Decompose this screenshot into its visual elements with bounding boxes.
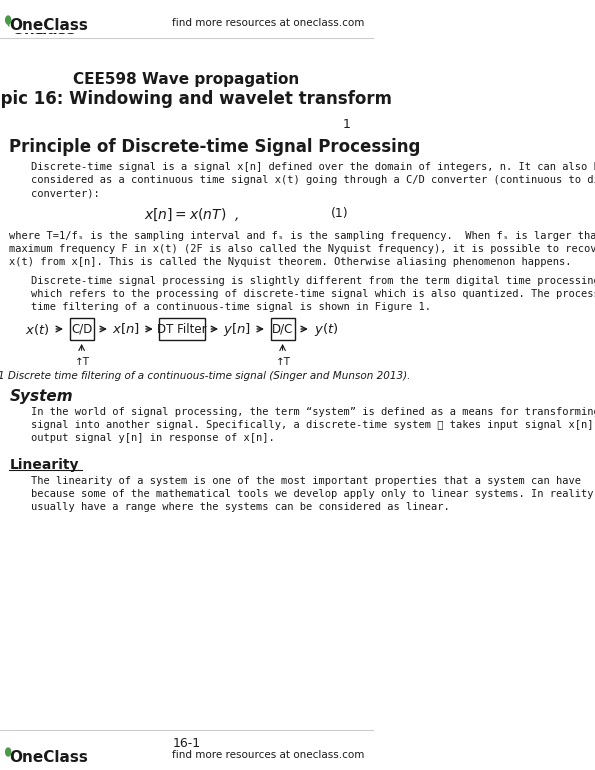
Text: Figure 1 Discrete time filtering of a continuous-time signal (Singer and Munson : Figure 1 Discrete time filtering of a co… bbox=[0, 371, 411, 381]
Text: In the world of signal processing, the term “system” is defined as a means for t: In the world of signal processing, the t… bbox=[32, 407, 595, 417]
Text: The linearity of a system is one of the most important properties that a system : The linearity of a system is one of the … bbox=[32, 476, 581, 486]
FancyBboxPatch shape bbox=[159, 318, 205, 340]
Text: because some of the mathematical tools we develop apply only to linear systems. : because some of the mathematical tools w… bbox=[32, 489, 595, 499]
Text: Discrete-time signal processing is slightly different from the term digital time: Discrete-time signal processing is sligh… bbox=[32, 276, 595, 286]
Text: $x[n] = x(nT)$  ,: $x[n] = x(nT)$ , bbox=[145, 207, 239, 223]
Text: where T=1/fₛ is the sampling interval and fₛ is the sampling frequency.  When fₛ: where T=1/fₛ is the sampling interval an… bbox=[10, 231, 595, 241]
Text: 1: 1 bbox=[343, 118, 350, 131]
Text: considered as a continuous time signal x(t) going through a C/D converter (conti: considered as a continuous time signal x… bbox=[32, 175, 595, 185]
Text: Linearity: Linearity bbox=[10, 458, 79, 472]
Text: Principle of Discrete-time Signal Processing: Principle of Discrete-time Signal Proces… bbox=[10, 138, 421, 156]
Text: usually have a range where the systems can be considered as linear.: usually have a range where the systems c… bbox=[32, 502, 450, 512]
FancyBboxPatch shape bbox=[70, 318, 93, 340]
Circle shape bbox=[5, 748, 11, 756]
Text: find more resources at oneclass.com: find more resources at oneclass.com bbox=[172, 18, 364, 28]
Text: output signal y[n] in response of x[n].: output signal y[n] in response of x[n]. bbox=[32, 433, 275, 443]
Text: signal into another signal. Specifically, a discrete-time system ℋ takes input s: signal into another signal. Specifically… bbox=[32, 420, 595, 430]
Circle shape bbox=[5, 16, 11, 24]
Text: Topic 16: Windowing and wavelet transform: Topic 16: Windowing and wavelet transfor… bbox=[0, 90, 393, 108]
Text: C/D: C/D bbox=[71, 323, 92, 336]
Text: System: System bbox=[10, 389, 73, 404]
Text: Class: Class bbox=[31, 22, 76, 37]
Text: OneClass: OneClass bbox=[10, 750, 88, 765]
Text: OneClass: OneClass bbox=[10, 18, 88, 33]
Text: maximum frequency F in x(t) (2F is also called the Nyquist frequency), it is pos: maximum frequency F in x(t) (2F is also … bbox=[10, 244, 595, 254]
Text: find more resources at oneclass.com: find more resources at oneclass.com bbox=[172, 750, 364, 760]
Text: (1): (1) bbox=[331, 207, 349, 220]
Text: x(t) from x[n]. This is called the Nyquist theorem. Otherwise aliasing phenomeno: x(t) from x[n]. This is called the Nyqui… bbox=[10, 257, 572, 267]
Text: 16-1: 16-1 bbox=[173, 737, 201, 750]
Text: One: One bbox=[11, 22, 46, 37]
Text: converter):: converter): bbox=[32, 188, 100, 198]
Text: $y[n]$: $y[n]$ bbox=[224, 320, 251, 337]
Text: time filtering of a continuous-time signal is shown in Figure 1.: time filtering of a continuous-time sign… bbox=[32, 302, 431, 312]
Text: which refers to the processing of discrete-time signal which is also quantized. : which refers to the processing of discre… bbox=[32, 289, 595, 299]
Text: DT Filter: DT Filter bbox=[157, 323, 207, 336]
Text: $x[n]$: $x[n]$ bbox=[112, 322, 139, 336]
FancyBboxPatch shape bbox=[271, 318, 295, 340]
Text: ↑T: ↑T bbox=[276, 357, 292, 367]
Text: $y(t)$: $y(t)$ bbox=[314, 320, 339, 337]
Text: CEE598 Wave propagation: CEE598 Wave propagation bbox=[73, 72, 300, 87]
Text: $x(t)$: $x(t)$ bbox=[26, 322, 50, 336]
Text: D/C: D/C bbox=[272, 323, 293, 336]
Text: Discrete-time signal is a signal x[n] defined over the domain of integers, n. It: Discrete-time signal is a signal x[n] de… bbox=[32, 162, 595, 172]
Text: ↑T: ↑T bbox=[76, 357, 90, 367]
